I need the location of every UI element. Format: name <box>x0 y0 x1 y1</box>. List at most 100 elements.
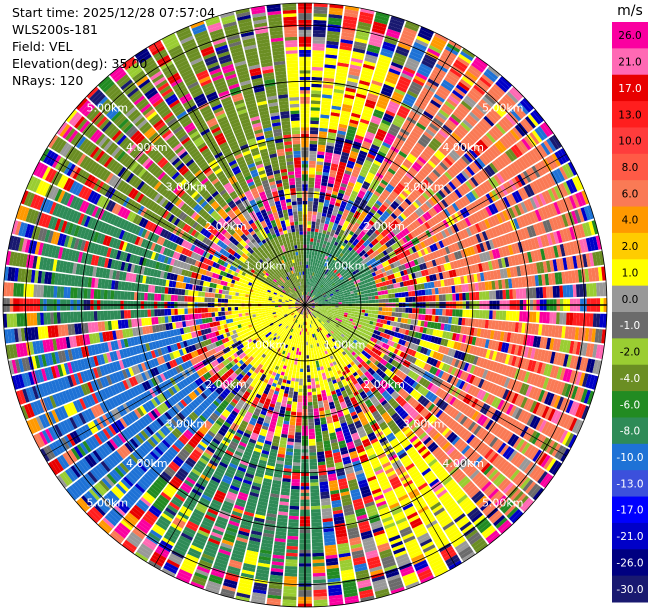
velocity-cell <box>315 174 322 179</box>
velocity-cell <box>392 219 400 227</box>
velocity-cell <box>567 161 578 176</box>
velocity-cell <box>361 236 368 242</box>
velocity-cell <box>417 271 423 278</box>
velocity-cell <box>488 360 495 371</box>
velocity-cell <box>390 273 395 279</box>
velocity-cell <box>459 78 472 89</box>
velocity-cell <box>362 67 374 74</box>
velocity-cell <box>432 295 436 302</box>
velocity-cell <box>519 265 525 276</box>
velocity-cell <box>434 258 440 266</box>
velocity-cell <box>345 306 349 309</box>
velocity-cell <box>364 271 369 276</box>
velocity-cell <box>319 225 324 230</box>
velocity-cell <box>340 113 350 119</box>
velocity-cell <box>550 394 558 407</box>
velocity-cell <box>348 285 353 290</box>
velocity-cell <box>466 150 476 161</box>
velocity-cell <box>393 242 400 249</box>
velocity-cell <box>386 233 393 240</box>
velocity-cell <box>441 239 448 247</box>
velocity-cell <box>366 96 378 103</box>
velocity-cell <box>380 286 385 291</box>
velocity-cell <box>454 108 466 119</box>
velocity-cell <box>341 299 346 302</box>
velocity-cell <box>313 265 317 270</box>
velocity-cell <box>369 208 377 215</box>
velocity-cell <box>441 346 447 354</box>
velocity-cell <box>424 269 429 276</box>
velocity-cell <box>388 311 392 317</box>
velocity-cell <box>322 265 326 270</box>
velocity-cell <box>444 255 450 263</box>
velocity-cell <box>489 310 493 320</box>
velocity-cell <box>473 84 486 96</box>
velocity-cell <box>444 76 457 87</box>
velocity-cell <box>310 261 313 266</box>
velocity-cell <box>380 204 388 211</box>
velocity-cell <box>549 286 554 298</box>
velocity-cell <box>365 300 369 304</box>
velocity-cell <box>375 105 386 113</box>
velocity-cell <box>451 132 462 142</box>
velocity-cell <box>313 19 327 24</box>
velocity-cell <box>470 386 478 396</box>
velocity-cell <box>404 23 419 32</box>
velocity-cell <box>494 398 502 409</box>
velocity-cell <box>507 148 518 160</box>
velocity-cell <box>493 83 506 96</box>
velocity-cell <box>355 276 360 281</box>
velocity-cell <box>355 93 367 99</box>
velocity-cell <box>369 248 374 254</box>
velocity-cell <box>438 240 445 249</box>
velocity-cell <box>396 111 407 119</box>
velocity-cell <box>313 198 319 202</box>
velocity-cell <box>336 227 341 233</box>
velocity-cell <box>316 161 324 166</box>
velocity-cell <box>371 272 377 277</box>
velocity-cell <box>565 180 575 194</box>
velocity-cell <box>321 268 325 273</box>
velocity-cell <box>337 130 346 136</box>
velocity-cell <box>312 50 325 54</box>
velocity-cell <box>540 235 547 248</box>
velocity-cell <box>526 399 535 412</box>
velocity-cell <box>367 335 372 340</box>
velocity-cell <box>418 308 423 314</box>
velocity-cell <box>484 218 491 229</box>
velocity-cell <box>353 251 359 257</box>
velocity-cell <box>401 312 406 318</box>
velocity-cell <box>374 244 380 250</box>
velocity-cell <box>386 106 397 114</box>
velocity-cell <box>349 326 354 331</box>
velocity-cell <box>512 161 522 173</box>
velocity-cell <box>438 201 446 210</box>
velocity-cell <box>598 250 605 266</box>
velocity-cell <box>353 256 359 262</box>
velocity-cell <box>340 261 345 266</box>
velocity-cell <box>422 340 428 348</box>
velocity-cell <box>378 307 383 311</box>
velocity-cell <box>438 361 445 370</box>
velocity-cell <box>332 156 340 162</box>
velocity-cell <box>337 264 342 269</box>
velocity-cell <box>377 291 382 296</box>
velocity-cell <box>532 148 542 161</box>
velocity-cell <box>436 178 445 187</box>
velocity-cell <box>326 189 333 194</box>
velocity-cell <box>334 319 339 323</box>
velocity-cell <box>565 416 575 430</box>
velocity-cell <box>311 302 315 304</box>
velocity-cell <box>384 329 389 334</box>
velocity-cell <box>339 266 344 271</box>
velocity-cell <box>395 297 399 303</box>
velocity-cell <box>346 263 351 268</box>
velocity-cell <box>539 311 544 323</box>
velocity-cell <box>572 194 580 208</box>
velocity-cell <box>493 270 498 280</box>
velocity-cell <box>338 300 342 303</box>
velocity-cell <box>349 288 354 292</box>
velocity-cell <box>326 186 333 191</box>
velocity-cell <box>324 199 330 204</box>
velocity-cell <box>368 124 378 132</box>
